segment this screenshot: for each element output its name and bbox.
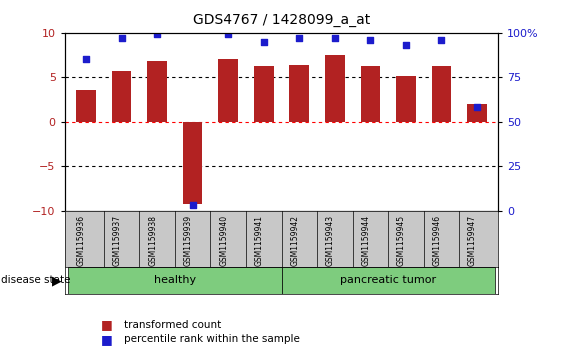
Text: GSM1159946: GSM1159946 (432, 215, 441, 266)
Text: GSM1159937: GSM1159937 (113, 215, 122, 266)
Bar (254, 66, 274, 122)
Bar (77, 90, 96, 122)
Text: GSM1159945: GSM1159945 (397, 215, 406, 266)
Bar (467, 104, 486, 122)
Point (117, 35, 126, 41)
Point (472, 105, 481, 110)
Text: GSM1159947: GSM1159947 (468, 215, 477, 266)
Point (82, 56, 91, 62)
Point (224, 32, 233, 37)
Title: GDS4767 / 1428099_a_at: GDS4767 / 1428099_a_at (193, 13, 370, 28)
Bar (68, 267, 282, 294)
Point (295, 35, 304, 41)
Point (188, 202, 197, 208)
Text: GSM1159939: GSM1159939 (184, 215, 193, 266)
Bar (432, 66, 451, 122)
Text: GSM1159941: GSM1159941 (254, 215, 263, 266)
Text: percentile rank within the sample: percentile rank within the sample (124, 334, 300, 344)
Point (437, 37, 446, 43)
Text: ■: ■ (101, 333, 113, 346)
Text: GSM1159938: GSM1159938 (148, 215, 157, 266)
Bar (183, 122, 203, 204)
Point (330, 35, 339, 41)
Text: healthy: healthy (154, 276, 196, 285)
Text: disease state: disease state (1, 276, 70, 285)
Bar (289, 65, 309, 122)
Point (153, 32, 162, 37)
Text: GSM1159944: GSM1159944 (361, 215, 370, 266)
Point (401, 42, 410, 48)
Bar (282, 267, 495, 294)
Text: GSM1159943: GSM1159943 (326, 215, 335, 266)
Bar (112, 71, 131, 122)
Text: GSM1159940: GSM1159940 (219, 215, 228, 266)
Text: GSM1159936: GSM1159936 (77, 215, 86, 266)
Bar (396, 76, 415, 122)
Text: GSM1159942: GSM1159942 (291, 215, 300, 266)
Bar (360, 66, 380, 122)
Point (366, 37, 375, 43)
Text: ▶: ▶ (52, 274, 62, 287)
Text: ■: ■ (101, 318, 113, 331)
Bar (218, 59, 238, 122)
Point (259, 39, 268, 45)
Bar (325, 55, 345, 122)
Bar (148, 61, 167, 122)
Text: transformed count: transformed count (124, 320, 221, 330)
Text: pancreatic tumor: pancreatic tumor (340, 276, 436, 285)
